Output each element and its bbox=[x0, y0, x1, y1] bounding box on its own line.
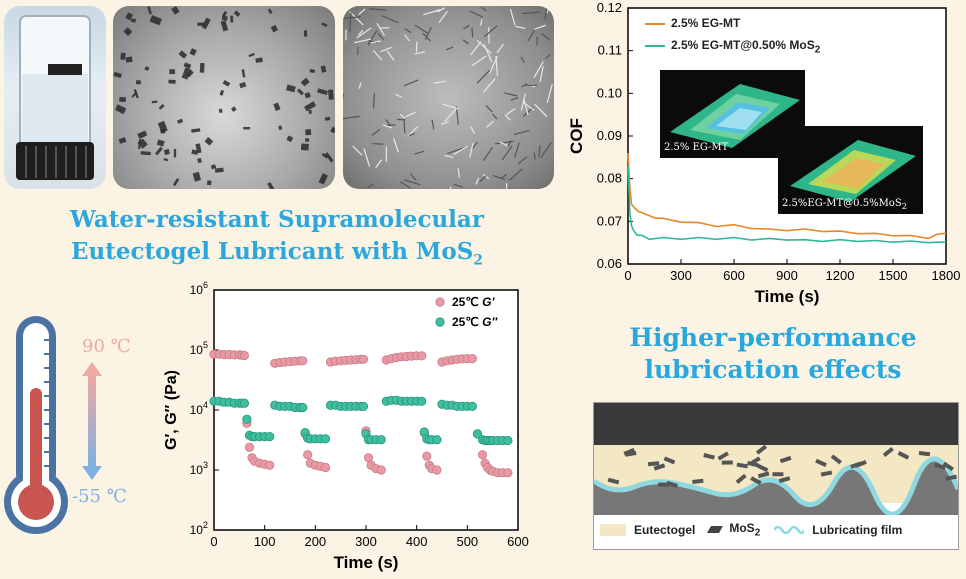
x-tick-label: 300 bbox=[670, 268, 692, 283]
modulus-point-s2 bbox=[242, 414, 252, 424]
modulus-point-s2 bbox=[503, 435, 513, 446]
inset-label-1: 2.5% EG-MT bbox=[664, 142, 729, 153]
legend-label: 25℃ G″ bbox=[452, 315, 499, 329]
y-tick-label: 104 bbox=[190, 400, 208, 417]
cof-series-line-1 bbox=[627, 153, 947, 240]
sem-micrograph bbox=[343, 6, 554, 189]
x-tick-label: 900 bbox=[776, 268, 798, 283]
cof-legend-item: 2.5% EG-MT bbox=[645, 12, 820, 34]
cof-legend: 2.5% EG-MT 2.5% EG-MT@0.50% MoS2 bbox=[645, 12, 820, 61]
wear-track-inset-2: 2.5%EG-MT@0.5%MoS2 bbox=[778, 126, 923, 214]
legend-label: 25℃ G′ bbox=[452, 295, 496, 309]
modulus-point-s1 bbox=[358, 354, 369, 364]
modulus-point-s2 bbox=[417, 396, 427, 406]
legend-mos2: MoS2 bbox=[729, 521, 761, 539]
modulus-point-s1 bbox=[239, 350, 250, 361]
micrograph-dispersion bbox=[113, 6, 335, 189]
tagline: Higher-performance lubrication effects bbox=[600, 322, 946, 386]
y-tick-label: 0.06 bbox=[597, 256, 622, 271]
tagline-line-2: lubrication effects bbox=[644, 355, 902, 384]
y-tick-label: 0.10 bbox=[597, 85, 622, 100]
legend-marker bbox=[435, 317, 445, 327]
modulus-point-s1 bbox=[376, 465, 386, 475]
wear-track-3d-image bbox=[670, 84, 800, 148]
temperature-low-label: -55 ℃ bbox=[72, 486, 127, 507]
modulus-point-s1 bbox=[477, 450, 488, 460]
headline: Water-resistant Supramolecular Eutectoge… bbox=[22, 204, 532, 277]
vial-photo bbox=[4, 6, 106, 189]
y-tick-label: 102 bbox=[190, 520, 208, 537]
modulus-point-s1 bbox=[265, 460, 275, 470]
modulus-point-s1 bbox=[417, 351, 427, 361]
modulus-point-s2 bbox=[467, 401, 477, 411]
legend-eutectogel: Eutectogel bbox=[634, 522, 696, 537]
thermometer-icon bbox=[4, 316, 102, 534]
y-tick-label: 0.07 bbox=[597, 213, 622, 228]
lubrication-schematic bbox=[592, 403, 961, 549]
x-tick-label: 500 bbox=[456, 534, 478, 549]
modulus-point-s1 bbox=[320, 462, 331, 473]
modulus-point-s1 bbox=[422, 451, 432, 461]
y-tick-label: 0.12 bbox=[597, 0, 622, 15]
lubrication-diagram: Eutectogel MoS2 Lubricating film bbox=[592, 402, 961, 550]
x-tick-label: 300 bbox=[355, 534, 377, 549]
diagram-legend: Eutectogel MoS2 Lubricating film bbox=[600, 521, 902, 538]
y-tick-label: 0.08 bbox=[597, 171, 622, 186]
headline-line-2: Eutectogel Lubricant with MoS2 bbox=[71, 238, 483, 269]
mos2-flake-icon bbox=[707, 526, 724, 534]
temperature-high-label: 90 ℃ bbox=[82, 336, 131, 357]
x-tick-label: 1200 bbox=[826, 268, 855, 283]
x-tick-label: 400 bbox=[406, 534, 428, 549]
cof-series-line-2 bbox=[627, 165, 947, 244]
x-tick-label: 200 bbox=[304, 534, 326, 549]
wear-track-3d-image bbox=[790, 140, 916, 202]
vial-illustration bbox=[16, 15, 94, 180]
modulus-point-s1 bbox=[303, 450, 313, 460]
x-axis-label: Time (s) bbox=[755, 287, 820, 306]
x-tick-label: 1500 bbox=[879, 268, 908, 283]
y-tick-label: 0.11 bbox=[598, 43, 622, 58]
x-tick-label: 0 bbox=[210, 534, 217, 549]
modulus-point-s1 bbox=[244, 442, 255, 452]
x-tick-label: 1800 bbox=[932, 268, 961, 283]
modulus-point-s2 bbox=[358, 401, 369, 411]
cof-legend-item: 2.5% EG-MT@0.50% MoS2 bbox=[645, 34, 820, 61]
modulus-point-s2 bbox=[265, 432, 275, 442]
y-axis-label: COF bbox=[567, 118, 586, 154]
x-axis-label: Time (s) bbox=[334, 553, 399, 572]
modulus-point-s2 bbox=[320, 434, 331, 444]
modulus-point-s1 bbox=[432, 465, 442, 475]
legend-lubricating-film: Lubricating film bbox=[812, 522, 903, 537]
x-tick-label: 0 bbox=[624, 268, 631, 283]
inset-label-2: 2.5%EG-MT@0.5%MoS2 bbox=[782, 198, 907, 211]
modulus-point-s2 bbox=[239, 398, 250, 408]
modulus-point-s1 bbox=[503, 468, 513, 478]
modulus-point-s1 bbox=[467, 354, 477, 364]
tagline-line-1: Higher-performance bbox=[629, 323, 917, 352]
modulus-point-s2 bbox=[432, 435, 442, 445]
film-wave-icon bbox=[774, 525, 805, 534]
y-tick-label: 105 bbox=[190, 340, 208, 357]
modulus-point-s1 bbox=[298, 356, 308, 366]
y-tick-label: 0.09 bbox=[597, 128, 622, 143]
legend-marker bbox=[435, 297, 445, 307]
eutectogel-swatch-icon bbox=[600, 523, 626, 536]
y-tick-label: 103 bbox=[190, 460, 208, 477]
headline-line-1: Water-resistant Supramolecular bbox=[70, 206, 484, 233]
sem-texture-image bbox=[343, 6, 554, 189]
modulus-chart: 102 103 104 105 106 0 100 200 300 400 500 600 Time (… bbox=[163, 280, 529, 572]
modulus-point-s2 bbox=[376, 435, 386, 445]
modulus-point-s2 bbox=[472, 429, 483, 439]
y-axis-label: G′, G″ (Pa) bbox=[163, 370, 180, 450]
y-tick-label: 106 bbox=[190, 280, 208, 297]
mos2-flakes-image bbox=[113, 6, 335, 189]
modulus-point-s2 bbox=[298, 402, 308, 413]
x-tick-label: 600 bbox=[723, 268, 745, 283]
x-tick-label: 600 bbox=[507, 534, 529, 549]
x-tick-label: 100 bbox=[254, 534, 276, 549]
wear-track-inset-1: 2.5% EG-MT bbox=[660, 70, 805, 158]
